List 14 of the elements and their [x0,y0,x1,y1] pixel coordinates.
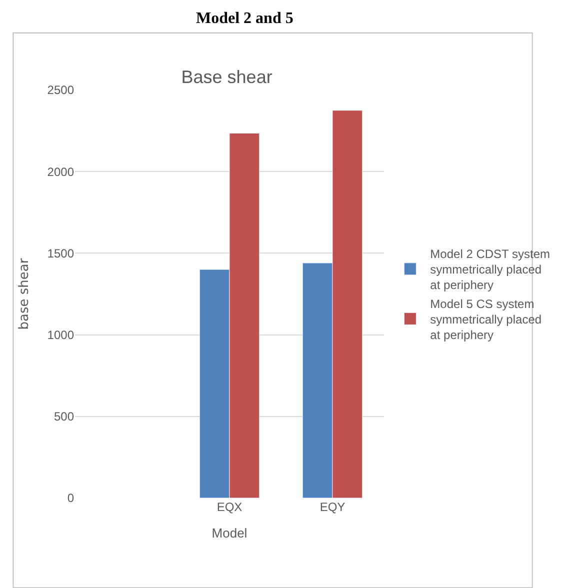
y-tick-label: 1000 [47,328,74,342]
y-tick-label: 2000 [47,164,74,179]
x-tick-label: EQY [320,500,346,514]
legend-label: Model 2 CDST system symmetrically placed at periphery [430,246,550,292]
text: Model 2 and 5 [196,10,294,27]
y-axis-title: base shear [17,258,32,330]
x-tick-label: EQX [216,500,242,514]
x-axis-title: Model [212,526,248,541]
chart-title: Base shear [181,67,272,88]
y-tick-label: 2500 [47,83,74,98]
y-tick-label: 500 [54,410,74,424]
legend-label: Model 5 CS system symmetrically placed at periphery [430,296,542,342]
y-tick-label: 0 [67,491,74,506]
y-tick-label: 1500 [47,246,74,260]
